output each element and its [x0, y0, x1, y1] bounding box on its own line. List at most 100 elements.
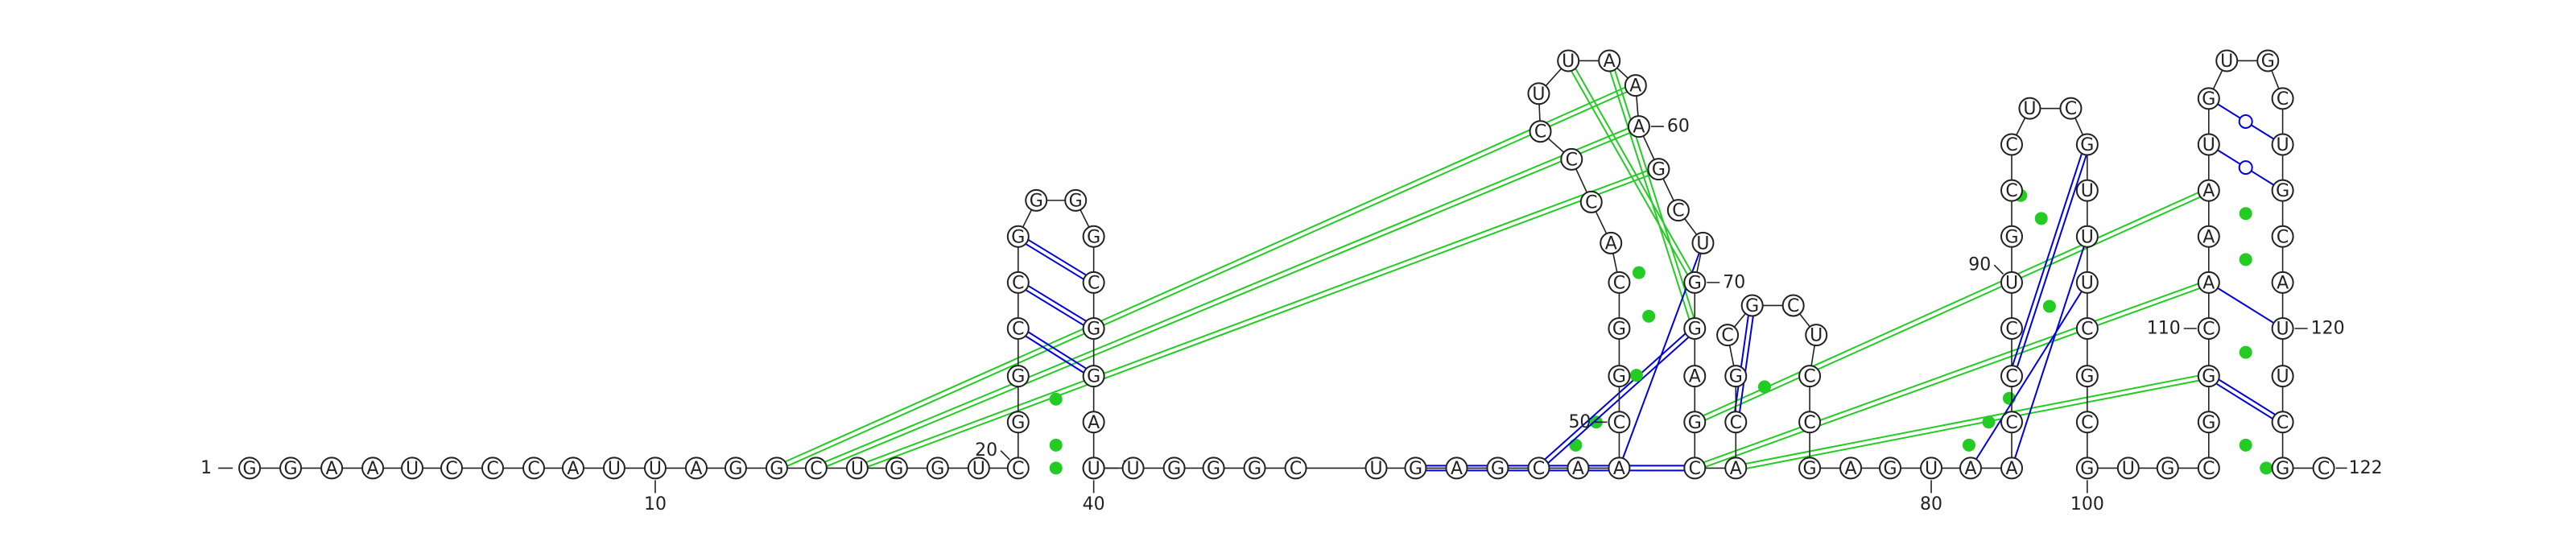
- tick-label-10: 10: [644, 494, 667, 514]
- nucleotide-circle: [1082, 365, 1105, 388]
- nucleotide: U: [2075, 225, 2099, 248]
- nucleotide-letter: U: [1810, 326, 1823, 346]
- nucleotide-letter: U: [406, 459, 419, 479]
- gc-pair: [1025, 289, 1084, 326]
- nucleotide-circle: [684, 457, 708, 480]
- nucleotide-circle: [1202, 457, 1225, 480]
- nucleotide: C: [2059, 97, 2083, 120]
- nucleotide-letter: U: [2220, 52, 2233, 72]
- pseudoknot-pair: [1571, 70, 1689, 275]
- nucleotide-letter: U: [1088, 459, 1100, 479]
- nucleotide-circle: [1006, 365, 1030, 388]
- nucleotide-circle: [2312, 457, 2335, 480]
- nucleotide-circle: [1162, 457, 1186, 480]
- nucleotide-circle: [1608, 317, 1631, 340]
- nucleotide-circle: [1579, 190, 1603, 213]
- nucleotide-circle: [2059, 97, 2083, 120]
- nucleotide: G: [1879, 457, 1902, 480]
- noncanonical-pair-marker: [1049, 392, 1063, 406]
- nucleotide-letter: C: [1787, 296, 1799, 316]
- nucleotide-letter: G: [2080, 459, 2094, 479]
- nucleotide-circle: [1082, 411, 1105, 434]
- nucleotide-letter: C: [2318, 459, 2330, 479]
- nucleotide-letter: G: [1069, 191, 1083, 211]
- nucleotide-letter: U: [1925, 459, 1938, 479]
- noncanonical-pair-marker: [1982, 415, 1996, 429]
- nucleotide-letter: C: [2277, 413, 2289, 433]
- nucleotide-letter: G: [2202, 413, 2215, 433]
- gc-pair: [1025, 335, 1084, 374]
- nucleotide: C: [2271, 87, 2294, 110]
- nucleotide: C: [481, 457, 504, 480]
- nucleotide-letter: G: [2202, 367, 2215, 387]
- nucleotide: C: [1529, 120, 1552, 143]
- nucleotide: G: [2197, 87, 2220, 110]
- nucleotide-letter: U: [2023, 99, 2036, 119]
- nucleotide-circle: [1121, 457, 1145, 480]
- noncanonical-pair-marker: [1642, 309, 1656, 323]
- nucleotide-letter: A: [1604, 52, 1616, 72]
- nucleotide-letter: C: [2277, 227, 2289, 247]
- nucleotide: U: [1557, 49, 1580, 72]
- nucleotide-circle: [561, 457, 584, 480]
- nucleotide-circle: [1798, 365, 1822, 388]
- nucleotide-circle: [1724, 411, 1748, 434]
- nucleotide-circle: [1006, 271, 1030, 294]
- nucleotide: U: [401, 457, 424, 480]
- nucleotide-letter: C: [2005, 367, 2017, 387]
- nucleotide-circle: [2000, 317, 2023, 340]
- nucleotide-letter: U: [851, 459, 864, 479]
- nucleotide-circle: [2116, 457, 2140, 480]
- nucleotide-letter: C: [1613, 413, 1625, 433]
- nucleotide-circle: [2271, 271, 2294, 294]
- nucleotide-letter: G: [1011, 227, 1025, 247]
- nucleotide-letter: G: [1087, 227, 1100, 247]
- nucleotide: C: [1608, 271, 1631, 294]
- nucleotide: A: [2197, 179, 2220, 202]
- nucleotide: C: [1006, 271, 1030, 294]
- nucleotide: G: [926, 457, 949, 480]
- nucleotide: U: [2075, 271, 2099, 294]
- tick-label-120: 120: [2311, 319, 2345, 339]
- nucleotide-letter: G: [1745, 296, 1759, 316]
- gu-wobble-marker: [2238, 114, 2253, 129]
- nucleotide: G: [2271, 179, 2294, 202]
- tick-label-100: 100: [2070, 494, 2104, 514]
- nucleotide: C: [1006, 317, 1030, 340]
- nucleotide: A: [1724, 457, 1748, 480]
- nucleotide: C: [2000, 133, 2023, 156]
- nucleotide-letter: C: [1290, 459, 1302, 479]
- nucleotide-circle: [2197, 457, 2220, 480]
- nucleotide: G: [724, 457, 747, 480]
- nucleotide-letter: C: [1730, 413, 1742, 433]
- nucleotide: A: [1683, 365, 1707, 388]
- nucleotide-circle: [481, 457, 504, 480]
- nucleotide-letter: G: [1729, 367, 1743, 387]
- nucleotide: C: [2000, 179, 2023, 202]
- nucleotide: G: [1404, 457, 1427, 480]
- nucleotide-circle: [1724, 365, 1748, 388]
- nucleotide-circle: [2197, 133, 2220, 156]
- nucleotide-letter: C: [1088, 273, 1100, 293]
- nucleotide-circle: [1445, 457, 1468, 480]
- nucleotide-letter: G: [729, 459, 742, 479]
- base-pair-layer: [1025, 103, 2276, 475]
- nucleotide-letter: G: [1409, 459, 1422, 479]
- nucleotide-circle: [1364, 457, 1388, 480]
- au-pair: [2217, 287, 2275, 324]
- nucleotide-circle: [1724, 457, 1748, 480]
- nucleotide: U: [2000, 271, 2023, 294]
- nucleotide-circle: [1666, 199, 1690, 222]
- nucleotide: C: [440, 457, 463, 480]
- nucleotide-letter: C: [1672, 201, 1684, 221]
- nucleotide-circle: [1404, 457, 1427, 480]
- noncanonical-pair-marker: [2239, 345, 2252, 359]
- nucleotide-letter: G: [1612, 320, 1626, 340]
- nucleotide-letter: U: [972, 459, 985, 479]
- nucleotide-letter: G: [890, 459, 903, 479]
- nucleotide: C: [2075, 411, 2099, 434]
- gc-pair: [1025, 243, 1084, 280]
- nucleotide-letter: G: [1087, 320, 1100, 340]
- nucleotide-letter: C: [2005, 413, 2017, 433]
- nucleotide-letter: G: [1248, 459, 1261, 479]
